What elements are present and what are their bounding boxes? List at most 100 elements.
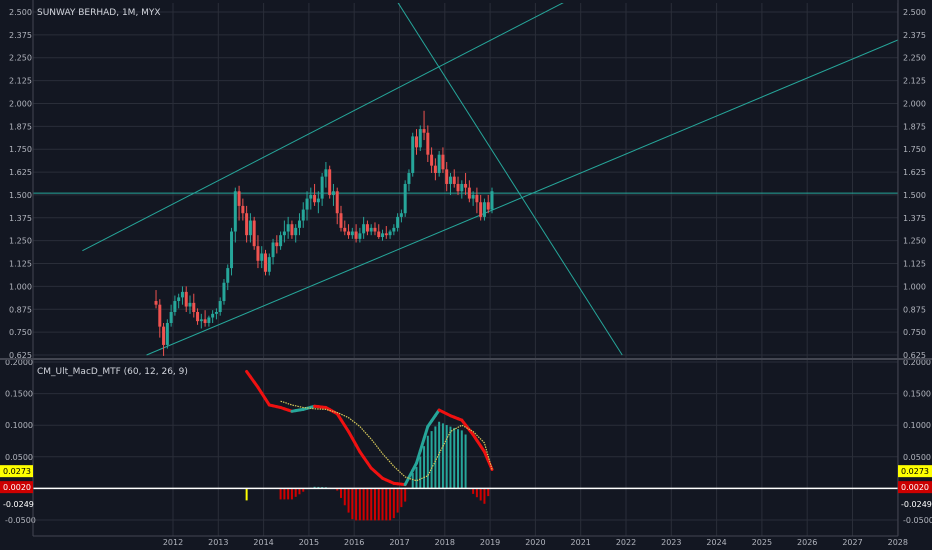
candle-body[interactable] <box>430 154 434 166</box>
candle-body[interactable] <box>162 326 166 345</box>
candle-body[interactable] <box>445 169 449 184</box>
candle-body[interactable] <box>316 198 320 203</box>
candle-body[interactable] <box>297 220 301 228</box>
trendline-1[interactable] <box>82 0 580 252</box>
candle-body[interactable] <box>226 268 230 283</box>
candle-body[interactable] <box>403 183 407 214</box>
candle-body[interactable] <box>358 233 362 239</box>
macd-pane[interactable] <box>33 369 898 521</box>
candle-body[interactable] <box>365 224 369 232</box>
macd-line-segment[interactable] <box>415 449 422 465</box>
candle-body[interactable] <box>180 291 184 298</box>
candle-body[interactable] <box>437 154 441 173</box>
candle-body[interactable] <box>294 227 298 236</box>
candle-body[interactable] <box>282 231 286 236</box>
trendline-3[interactable] <box>381 0 623 356</box>
candle-body[interactable] <box>490 191 494 210</box>
candle-body[interactable] <box>415 136 418 148</box>
candle-body[interactable] <box>384 233 388 236</box>
candle-body[interactable] <box>381 233 385 238</box>
candle-body[interactable] <box>328 169 332 195</box>
candle-body[interactable] <box>362 224 366 234</box>
candle-body[interactable] <box>275 242 279 247</box>
candle-body[interactable] <box>207 317 211 323</box>
candle-body[interactable] <box>173 301 177 313</box>
candle-body[interactable] <box>305 198 309 210</box>
price-pane[interactable] <box>33 0 917 356</box>
candle-body[interactable] <box>313 194 317 203</box>
candle-body[interactable] <box>199 319 203 322</box>
candle-body[interactable] <box>377 231 381 238</box>
macd-line-segment[interactable] <box>486 459 494 471</box>
candle-body[interactable] <box>343 227 347 232</box>
candle-body[interactable] <box>426 132 430 155</box>
candle-body[interactable] <box>260 253 264 261</box>
candle-body[interactable] <box>230 231 234 269</box>
candle-body[interactable] <box>218 301 222 313</box>
candle-body[interactable] <box>422 129 426 133</box>
candle-body[interactable] <box>331 191 335 195</box>
macd-line-segment[interactable] <box>418 437 426 453</box>
candle-body[interactable] <box>388 231 392 236</box>
candle-body[interactable] <box>354 231 358 239</box>
candle-body[interactable] <box>286 224 290 232</box>
candle-body[interactable] <box>252 220 256 247</box>
candle-body[interactable] <box>192 302 196 313</box>
candle-body[interactable] <box>396 216 400 228</box>
candle-body[interactable] <box>245 213 249 236</box>
candle-body[interactable] <box>196 312 200 322</box>
candle-body[interactable] <box>467 187 471 199</box>
candle-body[interactable] <box>241 205 245 214</box>
candle-body[interactable] <box>267 257 271 272</box>
candle-body[interactable] <box>233 191 237 232</box>
candle-body[interactable] <box>211 313 215 318</box>
candle-body[interactable] <box>279 235 283 247</box>
candle-body[interactable] <box>399 213 403 217</box>
candle-body[interactable] <box>324 169 328 177</box>
candle-body[interactable] <box>271 242 275 258</box>
candle-body[interactable] <box>475 194 479 203</box>
candle-body[interactable] <box>456 183 460 192</box>
macd-line-segment[interactable] <box>422 424 430 441</box>
candle-body[interactable] <box>369 227 373 232</box>
candle-body[interactable] <box>373 227 377 232</box>
candle-body[interactable] <box>184 291 188 307</box>
candle-body[interactable] <box>165 322 169 345</box>
candle-body[interactable] <box>169 312 173 323</box>
candle-body[interactable] <box>222 282 226 302</box>
candle-body[interactable] <box>433 165 437 173</box>
candle-body[interactable] <box>309 194 313 199</box>
candle-body[interactable] <box>482 202 486 217</box>
trendline-2[interactable] <box>146 32 917 356</box>
candle-body[interactable] <box>411 136 415 173</box>
candle-body[interactable] <box>347 231 351 236</box>
candle-body[interactable] <box>188 302 192 307</box>
candle-body[interactable] <box>177 297 181 302</box>
candle-body[interactable] <box>441 154 445 170</box>
candle-body[interactable] <box>290 224 294 236</box>
candle-body[interactable] <box>452 176 456 184</box>
candle-body[interactable] <box>418 129 422 148</box>
candle-body[interactable] <box>460 183 464 192</box>
candle-body[interactable] <box>237 191 241 206</box>
candle-body[interactable] <box>158 304 162 327</box>
candle-body[interactable] <box>154 301 158 305</box>
candle-body[interactable] <box>464 183 468 188</box>
candle-body[interactable] <box>486 202 490 210</box>
candle-body[interactable] <box>479 202 483 217</box>
candle-body[interactable] <box>407 172 411 184</box>
candle-body[interactable] <box>448 176 452 184</box>
signal-line[interactable] <box>280 400 493 482</box>
candle-body[interactable] <box>471 194 475 199</box>
candle-body[interactable] <box>335 191 339 214</box>
candle-body[interactable] <box>350 231 354 236</box>
candle-body[interactable] <box>248 220 252 236</box>
candle-body[interactable] <box>392 227 396 232</box>
candle-body[interactable] <box>264 253 267 272</box>
candle-body[interactable] <box>256 246 260 261</box>
candle-body[interactable] <box>320 176 324 199</box>
candle-body[interactable] <box>301 209 305 221</box>
candle-body[interactable] <box>214 312 218 314</box>
macd-line-segment[interactable] <box>482 450 490 463</box>
